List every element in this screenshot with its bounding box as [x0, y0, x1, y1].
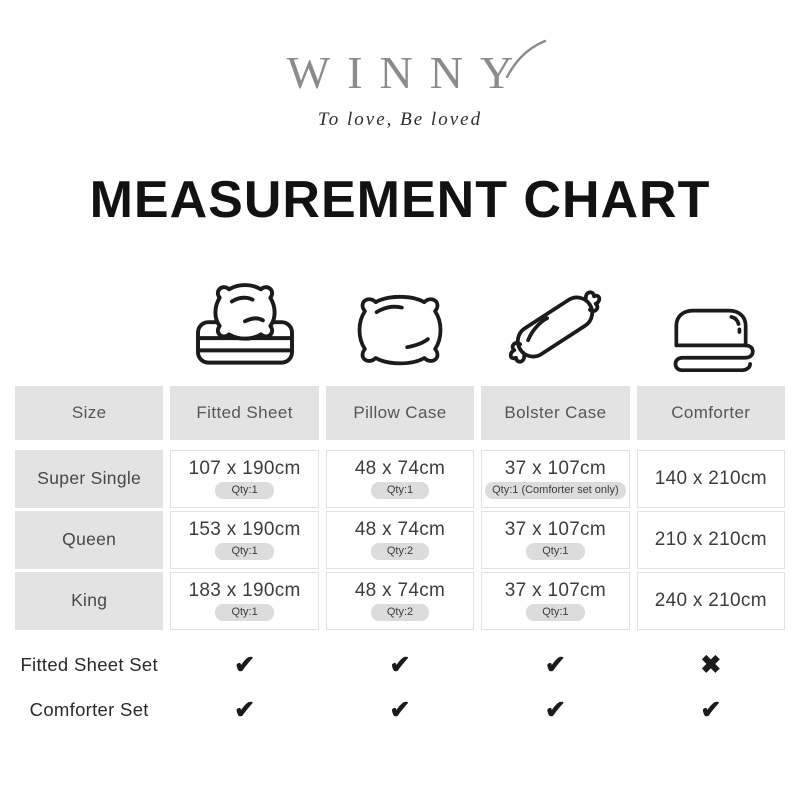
table-cell: 48 x 74cm Qty:1: [325, 449, 475, 508]
table-cell: 183 x 190cm Qty:1: [170, 571, 319, 630]
qty-badge: Qty:1: [370, 482, 430, 500]
table-cell: 48 x 74cm Qty:2: [325, 571, 475, 630]
dimension-value: 210 x 210cm: [654, 528, 767, 550]
page-title: MEASUREMENT CHART: [89, 171, 711, 229]
check-icon: ✔: [389, 650, 411, 679]
dimension-value: 37 x 107cm: [504, 519, 606, 541]
set-inclusion-section: Fitted Sheet Set ✔ ✔ ✔ ✖ Comforter Set ✔…: [0, 650, 800, 725]
dimension-value: 48 x 74cm: [354, 519, 446, 541]
set-label: Fitted Sheet Set: [20, 653, 158, 675]
fitted-sheet-icon: [170, 276, 318, 372]
brand-logo: WINNY: [286, 47, 531, 98]
qty-badge: Qty:2: [370, 604, 430, 622]
pillow-case-icon: [326, 276, 474, 372]
brand-tagline: To love, Be loved: [317, 109, 483, 130]
table-cell: 140 x 210cm: [636, 449, 785, 508]
qty-badge: Qty:1: [526, 543, 585, 561]
brand-header: WINNY To love, Be loved: [0, 39, 800, 131]
dimension-value: 153 x 190cm: [188, 519, 301, 541]
table-header-row: Size Fitted Sheet Pillow Case Bolster Ca…: [15, 385, 785, 440]
dimension-value: 183 x 190cm: [188, 580, 301, 602]
table-cell: 210 x 210cm: [636, 510, 785, 569]
qty-badge: Qty:1 (Comforter set only): [485, 482, 626, 500]
table-cell: 107 x 190cm Qty:1: [170, 449, 319, 508]
column-header-pillow-case: Pillow Case: [325, 385, 475, 440]
check-icon: ✔: [544, 695, 566, 724]
qty-badge: Qty:1: [215, 482, 274, 500]
table-row-queen: Queen 153 x 190cm Qty:1 48 x 74cm Qty:2 …: [15, 510, 785, 569]
bolster-case-icon: [481, 276, 629, 372]
dimension-value: 140 x 210cm: [654, 467, 767, 489]
size-label: King: [15, 571, 164, 630]
table-cell: 240 x 210cm: [636, 571, 785, 630]
column-header-fitted-sheet: Fitted Sheet: [170, 385, 319, 440]
check-icon: ✔: [544, 650, 566, 679]
set-label: Comforter Set: [29, 698, 149, 720]
table-cell: 37 x 107cm Qty:1: [481, 510, 630, 569]
check-icon: ✔: [234, 695, 256, 724]
dimension-value: 107 x 190cm: [188, 458, 301, 480]
cross-icon: ✖: [700, 650, 722, 679]
comforter-icon: [637, 276, 785, 372]
table-body: Super Single 107 x 190cm Qty:1 48 x 74cm…: [0, 449, 800, 630]
qty-badge: Qty:1: [526, 604, 585, 622]
dimension-value: 48 x 74cm: [354, 458, 446, 480]
size-label: Super Single: [15, 449, 164, 508]
table-row-super-single: Super Single 107 x 190cm Qty:1 48 x 74cm…: [15, 449, 785, 508]
set-row-comforter-set: Comforter Set ✔ ✔ ✔ ✔: [15, 695, 785, 725]
column-header-comforter: Comforter: [636, 385, 785, 440]
qty-badge: Qty:1: [215, 604, 274, 622]
check-icon: ✔: [389, 695, 411, 724]
dimension-value: 37 x 107cm: [504, 458, 606, 480]
table-cell: 48 x 74cm Qty:2: [325, 510, 475, 569]
product-icons-row: [15, 276, 785, 372]
measurement-table: Size Fitted Sheet Pillow Case Bolster Ca…: [0, 385, 800, 630]
dimension-value: 37 x 107cm: [504, 580, 606, 602]
column-header-size: Size: [15, 385, 164, 440]
table-cell: 37 x 107cm Qty:1: [481, 571, 630, 630]
table-cell: 37 x 107cm Qty:1 (Comforter set only): [481, 449, 630, 508]
set-row-fitted-sheet-set: Fitted Sheet Set ✔ ✔ ✔ ✖: [15, 650, 785, 680]
check-icon: ✔: [700, 695, 722, 724]
column-header-bolster-case: Bolster Case: [481, 385, 630, 440]
qty-badge: Qty:2: [370, 543, 430, 561]
table-cell: 153 x 190cm Qty:1: [170, 510, 319, 569]
check-icon: ✔: [234, 650, 256, 679]
size-label: Queen: [15, 510, 164, 569]
icon-spacer: [15, 276, 163, 372]
dimension-value: 48 x 74cm: [354, 580, 446, 602]
table-row-king: King 183 x 190cm Qty:1 48 x 74cm Qty:2 3…: [15, 571, 785, 630]
qty-badge: Qty:1: [215, 543, 274, 561]
dimension-value: 240 x 210cm: [654, 589, 767, 611]
